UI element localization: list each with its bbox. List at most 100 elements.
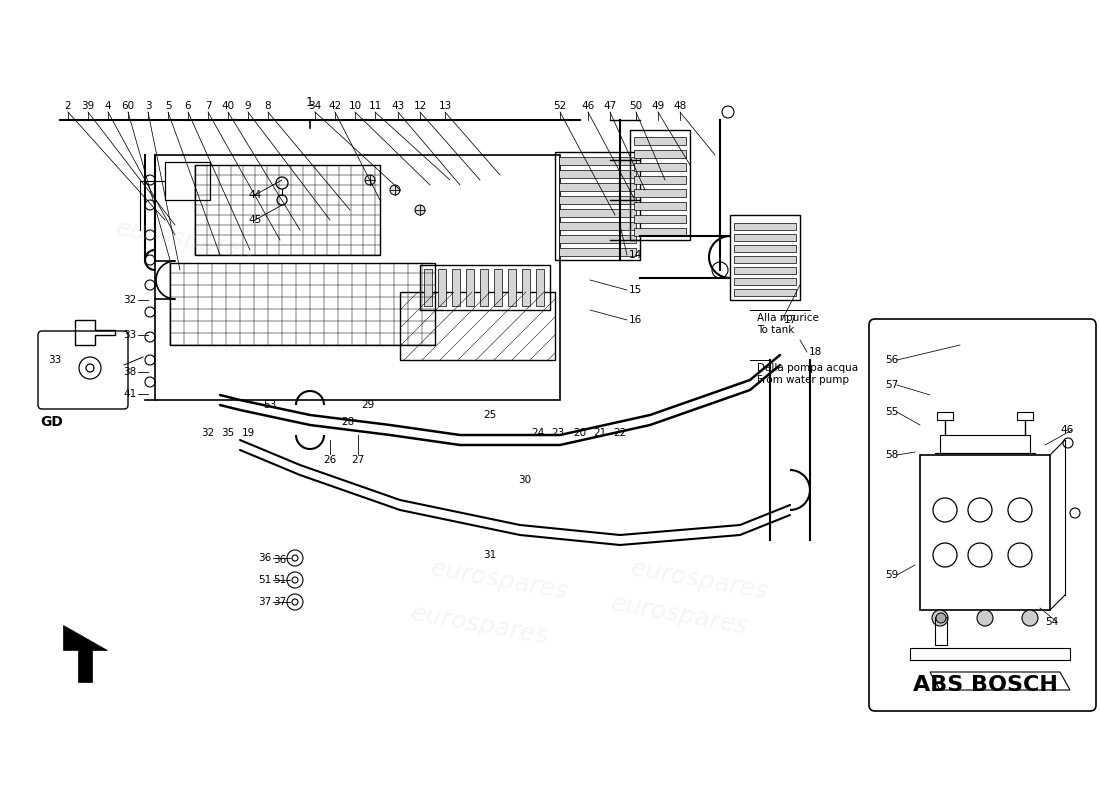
Bar [494,269,502,306]
Text: 2: 2 [65,101,72,111]
Text: 40: 40 [221,101,234,111]
Text: 26: 26 [323,455,337,465]
Text: 21: 21 [593,428,606,438]
Bar [559,248,636,256]
Bar [634,163,686,171]
Text: eurospares: eurospares [409,601,551,649]
Text: 16: 16 [628,315,641,325]
Text: 60: 60 [121,101,134,111]
Bar [734,289,796,296]
Text: 41: 41 [123,389,136,399]
Bar [559,170,636,178]
Text: 53: 53 [263,400,276,410]
Circle shape [415,205,425,215]
Bar [480,269,488,306]
Bar [556,152,640,260]
Text: 29: 29 [362,400,375,410]
Text: 4: 4 [104,101,111,111]
Bar [170,263,434,345]
Bar [734,256,796,263]
Text: 56: 56 [886,355,899,365]
Text: 31: 31 [483,550,496,560]
Polygon shape [63,625,107,682]
Text: 13: 13 [439,101,452,111]
Text: Dalla pompa acqua
From water pump: Dalla pompa acqua From water pump [757,363,858,385]
Text: 46: 46 [582,101,595,111]
Text: 46: 46 [1060,425,1074,435]
Bar [937,412,953,420]
Text: 36: 36 [258,553,272,563]
Text: 33: 33 [123,330,136,340]
Text: 11: 11 [368,101,382,111]
Circle shape [936,613,946,623]
Text: 3: 3 [145,101,152,111]
Text: 32: 32 [201,428,214,438]
Bar [508,269,516,306]
Text: 17: 17 [783,315,796,325]
Bar [438,269,446,306]
Text: 38: 38 [123,367,136,377]
Text: eurospares: eurospares [429,556,571,604]
Text: 35: 35 [221,428,234,438]
Bar [466,269,474,306]
Text: eurospares: eurospares [114,216,256,264]
Bar [734,223,796,230]
Bar [634,150,686,158]
Text: 45: 45 [249,215,262,225]
Bar [734,245,796,252]
Bar [559,183,636,191]
Text: 22: 22 [614,428,627,438]
Text: 34: 34 [308,101,321,111]
Text: 5: 5 [165,101,172,111]
Text: 50: 50 [629,101,642,111]
Text: 12: 12 [414,101,427,111]
Text: 49: 49 [651,101,664,111]
Text: 39: 39 [81,101,95,111]
Bar [935,617,947,645]
Text: eurospares: eurospares [629,556,771,604]
Text: 27: 27 [351,455,364,465]
Bar [940,435,1030,453]
Text: 6: 6 [185,101,191,111]
Bar [559,196,636,204]
Text: 7: 7 [205,101,211,111]
Text: 37: 37 [258,597,272,607]
Text: 54: 54 [1045,617,1058,627]
Text: 8: 8 [265,101,272,111]
Bar [734,234,796,241]
Text: 52: 52 [553,101,566,111]
Text: 55: 55 [886,407,899,417]
Text: 48: 48 [673,101,686,111]
Text: 28: 28 [341,417,354,427]
Bar [634,189,686,197]
Bar [734,278,796,285]
Text: 1: 1 [306,95,313,109]
Bar [730,215,800,300]
Bar [634,202,686,210]
Bar [452,269,460,306]
Text: 51: 51 [258,575,272,585]
Text: 33: 33 [48,355,62,365]
Bar [910,648,1070,660]
Text: 10: 10 [349,101,362,111]
Bar [630,130,690,240]
Circle shape [977,610,993,626]
Text: 19: 19 [241,428,254,438]
Bar [559,209,636,217]
Bar [634,215,686,223]
Text: 24: 24 [531,428,544,438]
Bar [1018,412,1033,420]
Text: 37: 37 [274,597,287,607]
Bar [734,267,796,274]
Text: 42: 42 [329,101,342,111]
Text: 25: 25 [483,410,496,420]
Text: 51: 51 [274,575,287,585]
Bar [400,292,556,360]
Circle shape [390,185,400,195]
Text: 18: 18 [808,347,822,357]
Bar [559,222,636,230]
Bar [634,137,686,145]
Text: 14: 14 [628,250,641,260]
Text: 47: 47 [604,101,617,111]
Text: 44: 44 [249,190,262,200]
